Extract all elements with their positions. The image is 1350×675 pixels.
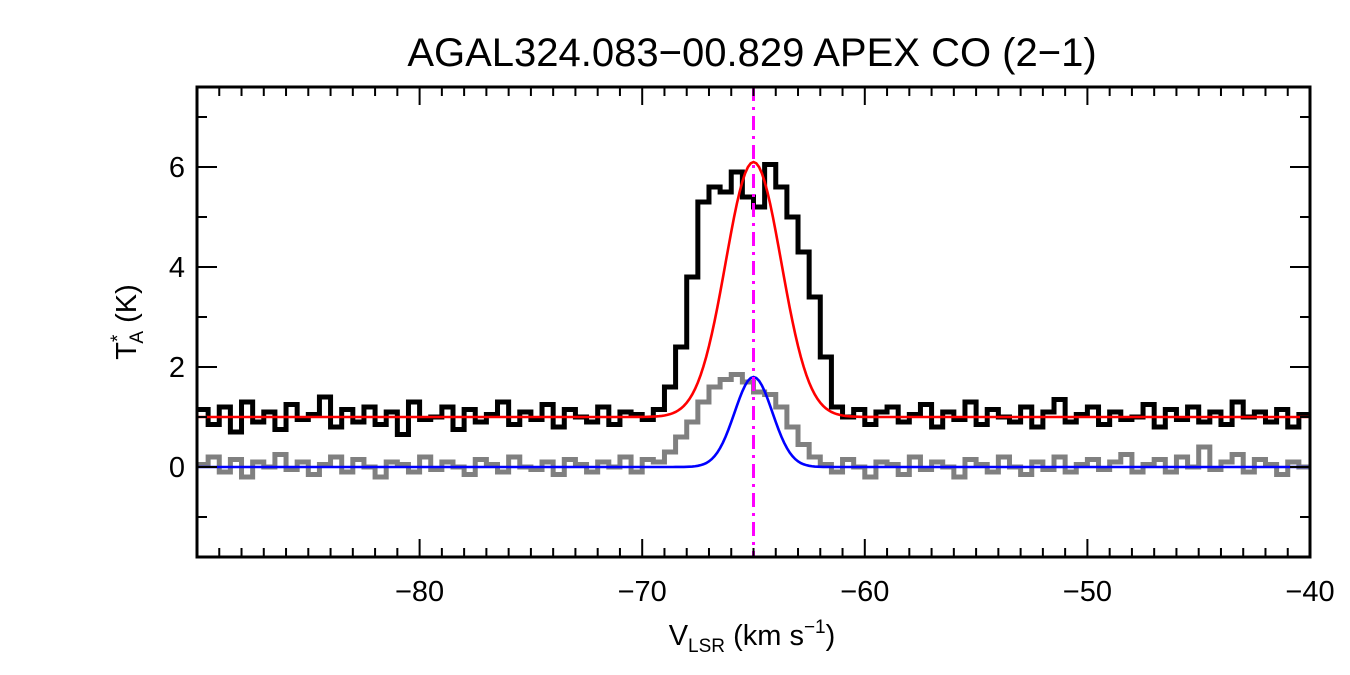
x-axis-label-sub: LSR [688,636,725,657]
x-axis-label: VLSR (km s−1) [669,617,836,657]
plot-area [195,85,1312,559]
x-tick-label: −40 [1285,576,1334,608]
x-axis-label-unit-pre: (km s [725,620,804,652]
y-axis-label-main: T [111,342,143,360]
series-layer [197,87,1310,557]
tick-layer [196,87,1311,557]
y-tick-label: 6 [169,152,185,184]
y-axis-label-sup: * [108,334,129,342]
x-tick-label: −70 [618,576,667,608]
x-axis-label-main: V [669,620,689,652]
x-tick-label: −80 [395,576,444,608]
chart-title: AGAL324.083−00.829 APEX CO (2−1) [407,31,1096,75]
y-axis-label: T*A (K) [108,284,148,360]
y-tick-label: 4 [169,252,185,284]
y-axis-label-unit: (K) [111,284,143,331]
y-axis-label-sub: A [127,331,148,344]
x-axis-label-unit-post: ) [826,620,836,652]
x-tick-label: −50 [1063,576,1112,608]
x-axis-label-sup: −1 [804,617,826,638]
y-tick-label: 2 [169,352,185,384]
x-tick-label: −60 [840,576,889,608]
series-2-line [197,160,1310,419]
y-tick-label: 0 [169,452,185,484]
